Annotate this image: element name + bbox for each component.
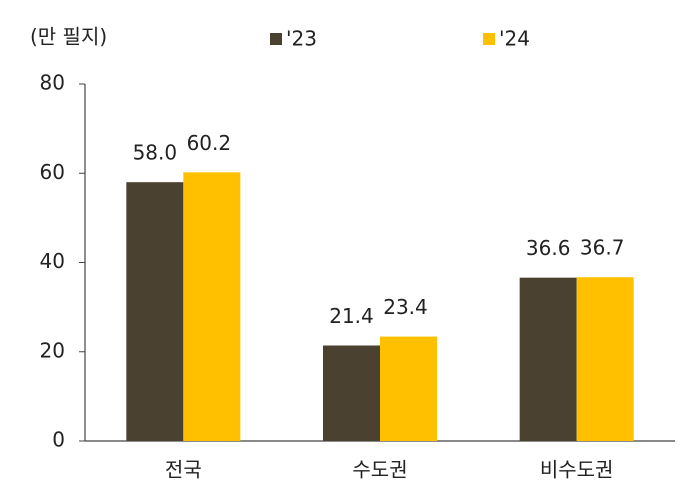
value-label: 21.4 [329, 304, 374, 328]
legend-swatch [270, 33, 282, 45]
y-tick-label: 0 [52, 428, 65, 452]
legend-swatch [483, 33, 495, 45]
bar [323, 345, 380, 441]
x-tick-label: 수도권 [352, 458, 407, 482]
value-label: 60.2 [187, 131, 232, 155]
bar [183, 172, 241, 442]
bar [380, 336, 437, 441]
y-tick-label: 60 [40, 160, 65, 184]
legend-label: '23 [286, 27, 317, 51]
bar [519, 277, 577, 441]
y-tick-label: 80 [40, 71, 65, 95]
y-tick-label: 40 [40, 249, 65, 273]
value-label: 23.4 [383, 295, 428, 319]
x-tick-label: 전국 [165, 458, 202, 482]
x-tick-label: 비수도권 [540, 458, 614, 482]
y-axis-label: (만 필지) [30, 25, 107, 49]
y-tick-label: 20 [40, 338, 65, 362]
value-label: 58.0 [133, 141, 178, 165]
bar [576, 277, 634, 441]
value-label: 36.7 [580, 236, 625, 260]
legend-label: '24 [499, 27, 530, 51]
value-label: 36.6 [526, 236, 571, 260]
bar [126, 182, 184, 442]
